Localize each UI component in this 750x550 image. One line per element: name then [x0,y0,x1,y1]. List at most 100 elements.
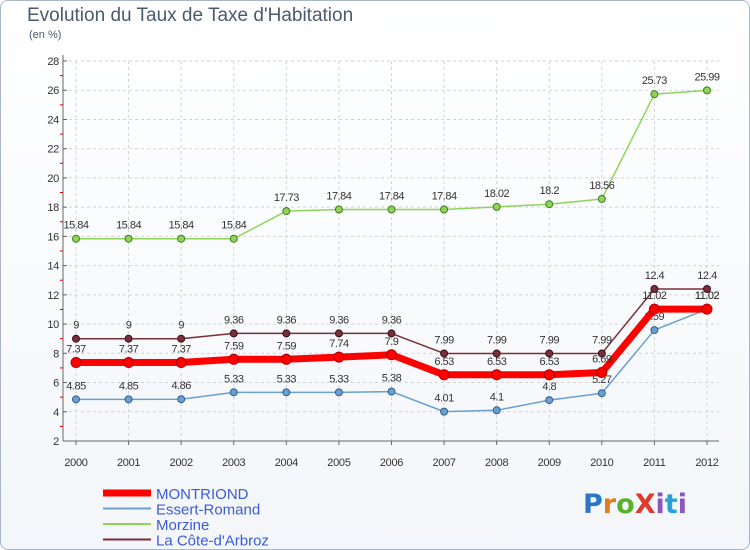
data-label: 7.99 [487,334,507,346]
data-point [387,329,396,338]
legend-label: Essert-Romand [156,502,260,519]
data-label: 6.69 [592,353,612,365]
data-label: 17.84 [379,190,404,202]
x-tick-label: 2001 [117,457,140,469]
y-tick-label: 18 [47,202,59,214]
data-point [387,205,396,214]
data-label: 15.84 [116,220,141,232]
series-montriond: 7.37 7.37 7.37 7.59 7.59 7.74 7.9 6.53 6.53 6.53 6… [66,290,720,381]
data-point [703,285,711,293]
data-label: 9 [178,320,184,332]
y-tick-label: 28 [47,56,59,68]
data-label: 5.33 [277,373,297,385]
data-point [282,329,291,338]
data-point [438,369,450,381]
data-label: 7.99 [592,334,612,346]
x-tick-label: 2002 [170,457,193,469]
data-point [597,389,606,398]
data-label: 5.33 [329,373,349,385]
data-point [597,349,606,358]
data-point [387,387,396,396]
chart-title: Evolution du Taux de Taxe d'Habitation [27,5,354,26]
y-tick-label: 4 [53,407,59,419]
data-label: 11.02 [695,290,720,302]
data-label: 7.59 [224,340,244,352]
data-point [72,395,80,404]
x-tick-label: 2011 [643,457,666,469]
data-label: 7.37 [119,344,139,356]
data-point [282,207,291,216]
x-tick-label: 2004 [275,457,298,469]
data-label: 9.36 [277,314,297,326]
data-label: 7.9 [385,336,399,348]
data-label: 4.1 [490,391,504,403]
y-tick-label: 20 [47,173,59,185]
series-la-c-te-d-arbroz: 9 9 9 9.36 9.36 9.36 9.36 7.99 7.99 7.99 7.99 12.4 1… [72,270,718,358]
data-label: 4.85 [119,380,139,392]
data-label: 18.56 [589,180,614,192]
data-label: 4.85 [66,380,86,392]
x-tick-label: 2006 [380,457,403,469]
y-tick-label: 6 [53,378,59,390]
data-point [333,351,345,363]
data-point [491,369,503,381]
data-label: 18.2 [540,185,560,197]
data-label: 17.84 [326,190,351,202]
data-label: 17.84 [432,190,457,202]
y-tick-label: 26 [47,85,59,97]
data-point [648,303,660,315]
data-label: 17.73 [274,192,299,204]
data-point [703,86,711,95]
data-point [229,234,238,243]
data-point [177,234,186,243]
data-point [545,349,554,358]
data-point [72,234,80,243]
data-point [334,388,343,397]
data-label: 11.02 [695,290,720,302]
data-point [177,395,186,404]
data-label: 15.84 [221,220,246,232]
data-point [543,369,555,381]
data-label: 6.53 [540,356,560,368]
x-tick-label: 2005 [327,457,350,469]
data-point [228,353,240,365]
data-point [650,326,659,335]
data-point [229,388,238,397]
data-point [545,396,554,405]
data-point [175,357,187,369]
y-tick-label: 10 [47,319,59,331]
data-point [177,334,186,343]
data-label: 7.37 [66,344,86,356]
data-point [492,202,501,211]
data-point [334,205,343,214]
y-tick-label: 24 [47,114,59,126]
x-tick-label: 2000 [64,457,87,469]
data-point [701,303,713,315]
data-label: 4.86 [171,380,191,392]
data-label: 7.37 [171,344,191,356]
data-point [334,329,343,338]
data-point [492,406,501,415]
data-label: 9.36 [224,314,244,326]
data-label: 15.84 [63,220,88,232]
x-tick-label: 2007 [432,457,455,469]
data-label: 18.02 [484,188,509,200]
data-point [596,366,608,378]
x-tick-label: 2010 [590,457,613,469]
legend-label: La Côte-d'Arbroz [156,533,269,550]
data-label: 6.53 [434,356,454,368]
y-tick-label: 2 [53,436,59,448]
y-tick-label: 14 [47,261,59,273]
data-label: 11.02 [642,290,667,302]
legend-label: Morzine [156,517,209,534]
data-label: 5.38 [382,373,402,385]
data-label: 6.53 [487,356,507,368]
y-tick-label: 16 [47,231,59,243]
chart-unit-label: (en %) [29,29,62,41]
grid [63,60,719,442]
data-point [597,194,606,203]
proxiti-logo: ProXiti [583,489,687,520]
x-tick-label: 2012 [695,457,718,469]
